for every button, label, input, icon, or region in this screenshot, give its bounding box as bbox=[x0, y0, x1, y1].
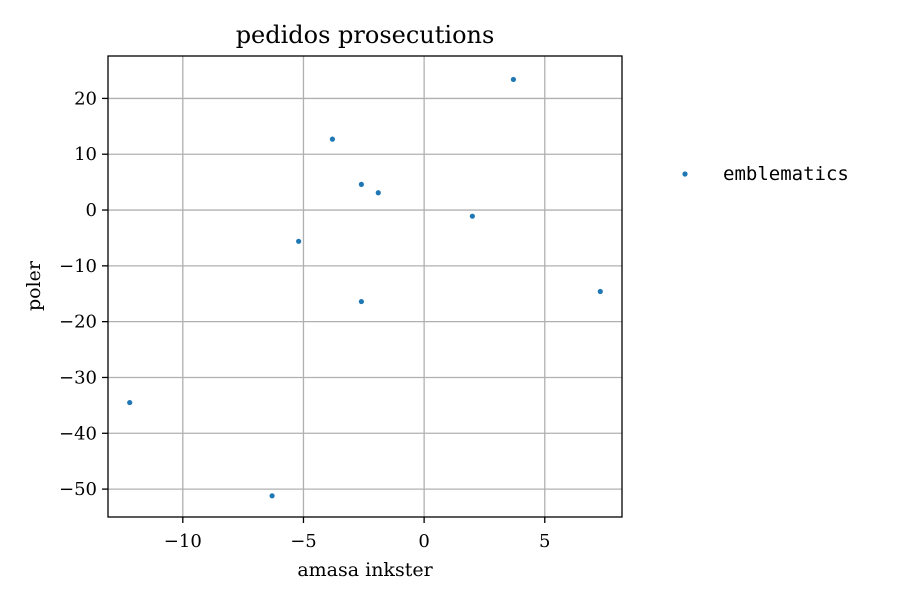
chart-title: pedidos prosecutions bbox=[236, 21, 495, 49]
x-tick-label: −5 bbox=[290, 531, 317, 552]
y-tick-label: −30 bbox=[59, 367, 97, 388]
x-axis: −10 −5 0 5 bbox=[164, 517, 551, 552]
legend: emblematics bbox=[682, 163, 849, 185]
data-point bbox=[296, 238, 302, 244]
y-tick-label: −40 bbox=[59, 423, 97, 444]
data-point bbox=[597, 288, 603, 295]
y-axis: 20 10 0 −10 −20 −30 −40 −50 bbox=[59, 88, 108, 500]
y-tick-label: −10 bbox=[59, 256, 97, 277]
data-point bbox=[375, 190, 381, 196]
data-point bbox=[510, 76, 517, 83]
data-point bbox=[269, 493, 275, 499]
y-tick-label: 10 bbox=[74, 144, 97, 165]
y-axis-label: poler bbox=[23, 260, 45, 311]
x-axis-label: amasa inkster bbox=[297, 559, 433, 581]
x-tick-label: 5 bbox=[539, 531, 550, 552]
y-tick-label: −50 bbox=[59, 479, 97, 500]
legend-marker bbox=[682, 171, 688, 177]
data-points bbox=[127, 76, 603, 499]
data-point bbox=[358, 298, 364, 305]
plot-frame bbox=[107, 55, 623, 518]
legend-label: emblematics bbox=[723, 163, 849, 185]
data-point bbox=[127, 399, 133, 406]
x-tick-label: −10 bbox=[164, 531, 202, 552]
data-point bbox=[358, 181, 364, 187]
x-tick-label: 0 bbox=[418, 531, 429, 552]
y-tick-label: 0 bbox=[86, 200, 97, 221]
grid bbox=[108, 56, 622, 517]
data-point bbox=[329, 136, 336, 142]
y-tick-label: 20 bbox=[74, 88, 97, 109]
data-point bbox=[469, 213, 475, 219]
y-tick-label: −20 bbox=[59, 312, 97, 333]
